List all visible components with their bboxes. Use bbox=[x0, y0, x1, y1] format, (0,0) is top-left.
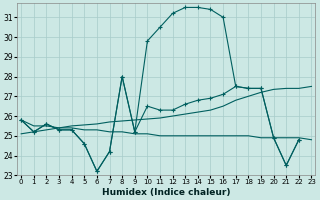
X-axis label: Humidex (Indice chaleur): Humidex (Indice chaleur) bbox=[102, 188, 231, 197]
